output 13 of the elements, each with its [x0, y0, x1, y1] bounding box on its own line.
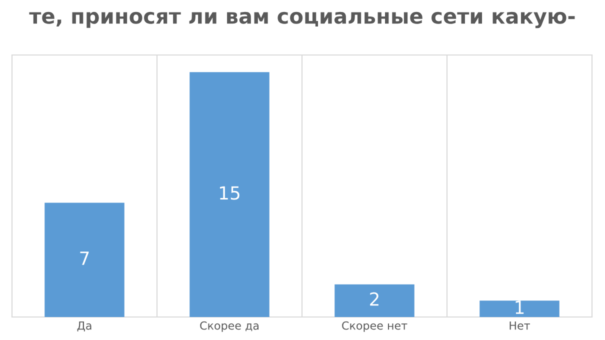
data-label: 1 — [516, 300, 524, 314]
data-label: 15 — [220, 186, 240, 200]
data-label: 2 — [370, 292, 378, 306]
data-label: 7 — [80, 252, 89, 265]
x-tick-label: Нет — [510, 322, 530, 330]
x-tick-label: Скорее да — [200, 321, 258, 332]
bar — [334, 284, 414, 317]
bar — [480, 300, 560, 317]
chart-title: те, приносят ли вам социальные сети какую- — [29, 12, 575, 28]
bar — [190, 72, 270, 317]
x-tick-label: Да — [77, 322, 92, 332]
x-tick-label: Скорее нет — [342, 321, 408, 332]
bar — [44, 202, 124, 317]
